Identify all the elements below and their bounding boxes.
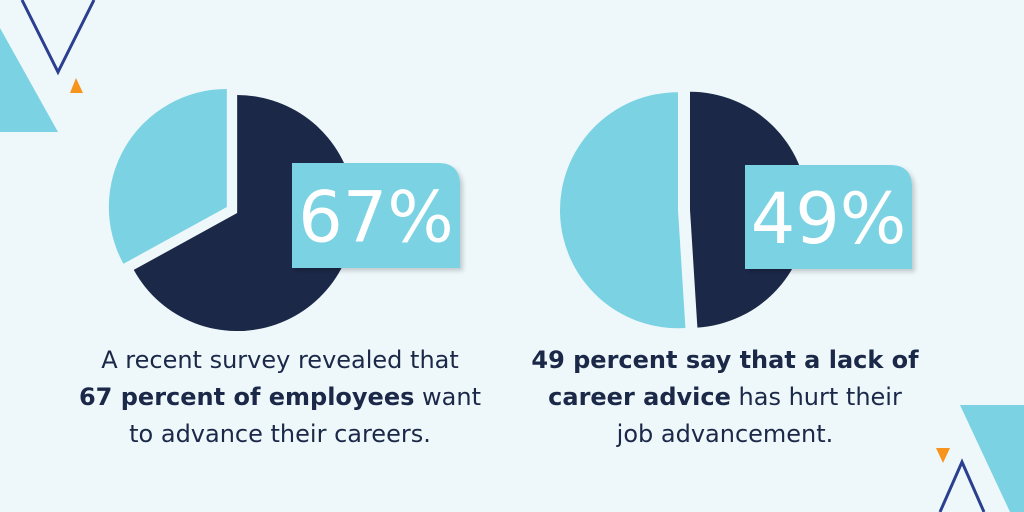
- value-label: 49%: [751, 178, 907, 260]
- pie-slice: [133, 95, 356, 332]
- caption-text: job advancement.: [616, 420, 834, 448]
- decor-small-triangle: [70, 78, 83, 93]
- caption-line: A recent survey revealed that: [101, 346, 459, 374]
- caption-text: 49 percent say that a lack of: [531, 346, 919, 374]
- decor-triangle: [960, 405, 1024, 512]
- label-box: [292, 163, 460, 268]
- caption-line: 49 percent say that a lack of: [531, 346, 919, 374]
- caption-text: has hurt their: [731, 383, 902, 411]
- caption-text: career advice: [548, 383, 731, 411]
- decor-small-triangle: [936, 448, 950, 463]
- caption-text: want: [414, 383, 481, 411]
- value-label: 67%: [298, 177, 454, 259]
- decor-chevron: [20, 0, 96, 76]
- pie-slice: [560, 92, 686, 329]
- caption-text: to advance their careers.: [129, 420, 431, 448]
- caption-line: 67 percent of employees want: [79, 383, 481, 411]
- caption-line: career advice has hurt their: [548, 383, 902, 411]
- label-box: [745, 165, 912, 269]
- decor-chevron: [938, 458, 986, 512]
- decor-triangle: [0, 28, 58, 132]
- pie-slice: [108, 88, 227, 264]
- caption-text: A recent survey revealed that: [101, 346, 459, 374]
- caption-line: job advancement.: [616, 420, 834, 448]
- caption-line: to advance their careers.: [129, 420, 431, 448]
- caption-text: 67 percent of employees: [79, 383, 414, 411]
